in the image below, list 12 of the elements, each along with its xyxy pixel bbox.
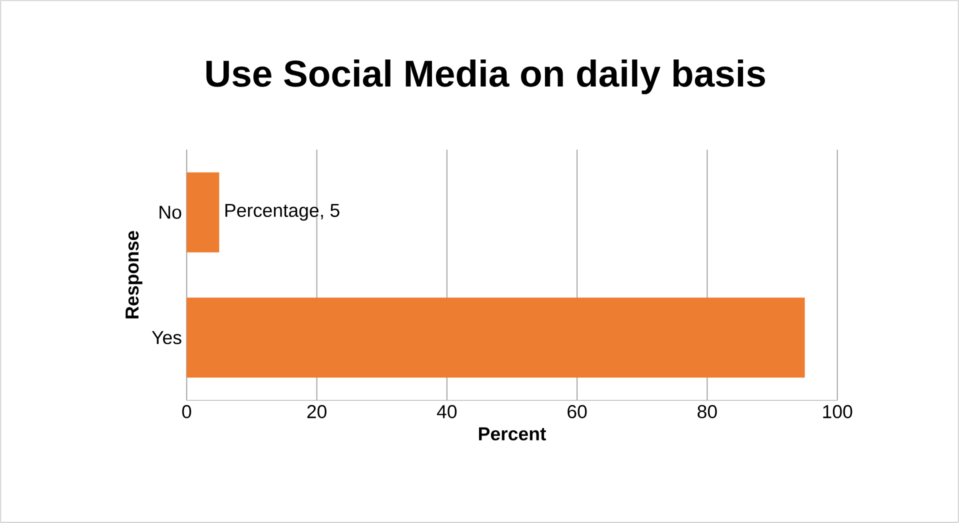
x-tick-label: 80 xyxy=(698,405,717,418)
x-axis-title: Percent xyxy=(479,427,546,440)
x-tick-label: 60 xyxy=(568,405,587,418)
data-label: Percentage, 5 xyxy=(225,204,340,221)
y-axis-title: Response xyxy=(126,231,142,318)
chart-title: Use Social Media on daily basis xyxy=(206,60,765,94)
x-tick-label: 0 xyxy=(182,405,192,418)
x-tick-label: 40 xyxy=(436,405,457,418)
x-tick-label: 100 xyxy=(823,405,852,418)
y-tick-label: No xyxy=(160,206,182,219)
y-tick-label: Yes xyxy=(152,331,182,344)
x-tick-label: 20 xyxy=(307,405,326,418)
